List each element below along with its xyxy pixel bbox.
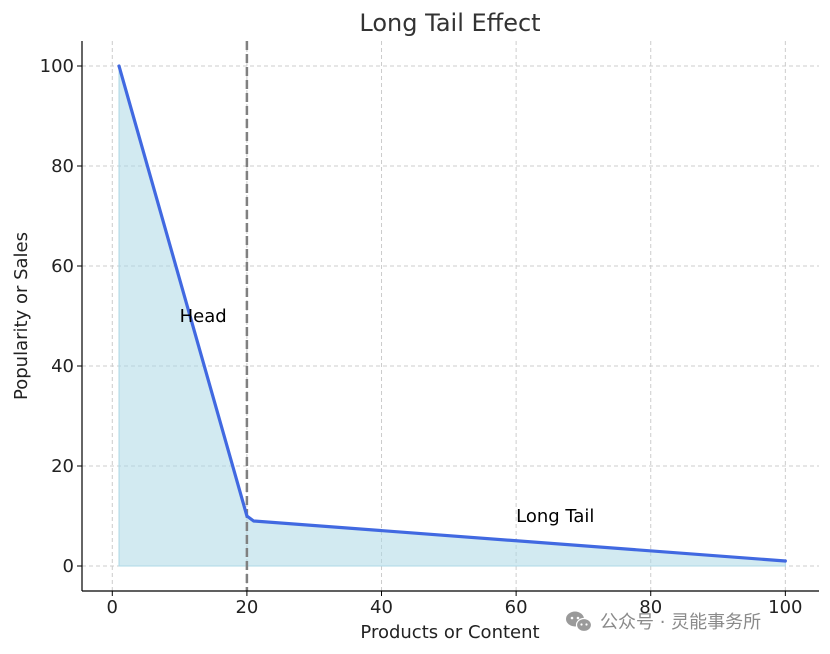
- annotation-label: Head: [180, 306, 227, 327]
- y-axis-label: Popularity or Sales: [11, 232, 32, 400]
- x-tick-label: 0: [107, 597, 118, 618]
- watermark-text: 公众号 · 灵能事务所: [600, 612, 761, 633]
- x-tick-label: 100: [768, 597, 802, 618]
- x-axis-label: Products or Content: [360, 622, 539, 643]
- y-tick-label: 0: [63, 556, 74, 577]
- y-tick-label: 60: [51, 256, 74, 277]
- annotation-label: Long Tail: [516, 506, 594, 527]
- chart-title: Long Tail Effect: [359, 9, 540, 37]
- y-tick-label: 80: [51, 156, 74, 177]
- series-line: [117, 64, 787, 563]
- annotations: Head Long Tail: [180, 306, 595, 527]
- y-tick-label: 40: [51, 356, 74, 377]
- x-tick-label: 40: [370, 597, 393, 618]
- ticks: 0 20 40 60 80 100 0 20 40 60 80 100: [40, 56, 803, 618]
- y-tick-label: 20: [51, 456, 74, 477]
- x-tick-label: 60: [505, 597, 528, 618]
- axes: [81, 41, 819, 592]
- watermark: 公众号 · 灵能事务所: [566, 611, 761, 633]
- x-tick-label: 20: [235, 597, 258, 618]
- y-tick-label: 100: [40, 56, 74, 77]
- series-layer: [117, 64, 787, 563]
- wechat-icon: [566, 611, 593, 633]
- x-tick-label: 80: [639, 597, 662, 618]
